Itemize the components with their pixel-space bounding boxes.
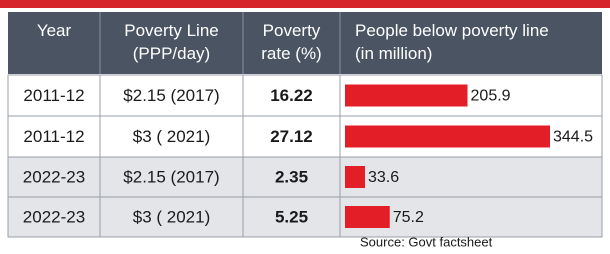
cell: 2022-23 [23,167,85,186]
infographic: YearPoverty Line(PPP/day)Povertyrate (%)… [0,0,610,254]
cell: 2.35 [275,167,308,186]
cell: 16.22 [270,86,313,105]
cell: $3 ( 2021) [133,127,211,146]
header-cell: Year [37,21,72,40]
cell: 2022-23 [23,207,85,226]
title-strip [0,0,610,8]
bar-label: 75.2 [393,209,424,226]
cell: 2011-12 [23,127,84,146]
cell: $3 ( 2021) [133,207,211,226]
bar-label: 33.6 [368,169,399,186]
source: Source: Govt factsheet [360,234,493,249]
cell: 2011-12 [23,86,84,105]
bar [345,126,550,148]
cell: 27.12 [270,127,313,146]
bar [345,85,468,107]
bar-label: 344.5 [553,129,593,146]
cell: 5.25 [275,207,308,226]
bar [345,166,365,188]
cell: $2.15 (2017) [123,167,219,186]
cell: $2.15 (2017) [123,86,219,105]
bar [345,206,390,228]
bar-label: 205.9 [471,88,511,105]
